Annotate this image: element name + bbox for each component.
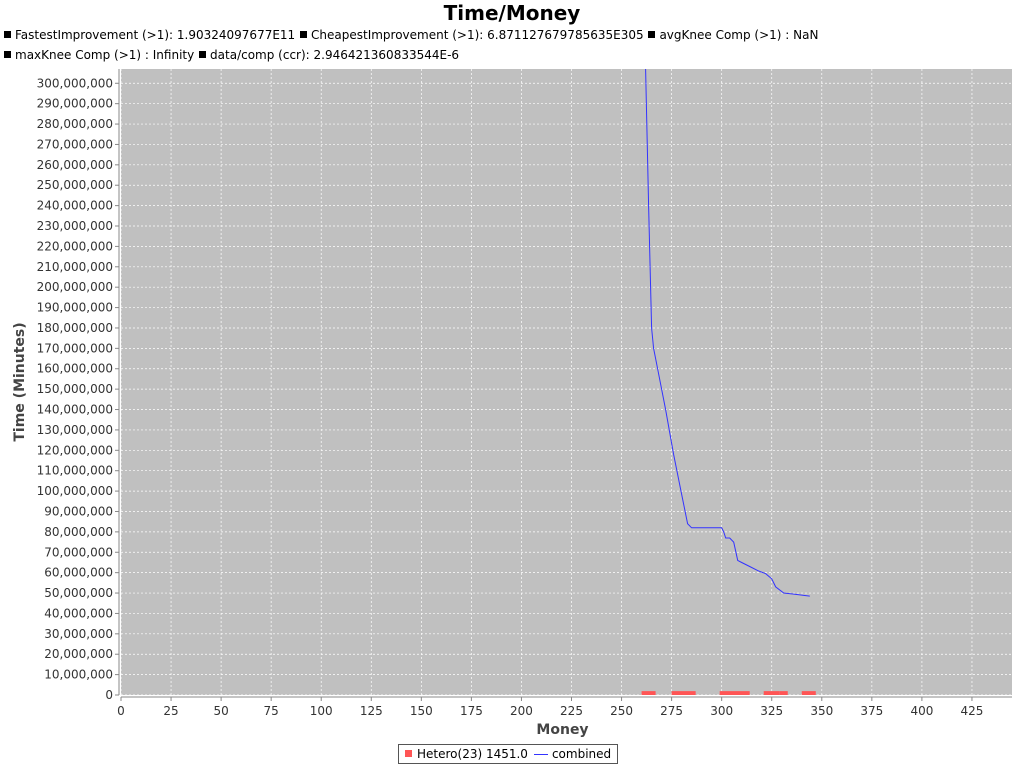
legend-line-swatch bbox=[533, 754, 548, 755]
x-tick-label: 275 bbox=[660, 704, 683, 718]
hetero-bar bbox=[641, 691, 656, 695]
x-tick-label: 425 bbox=[961, 704, 984, 718]
legend-bars-label: Hetero(23) 1451.0 bbox=[417, 747, 528, 761]
x-tick-label: 125 bbox=[360, 704, 383, 718]
y-tick-label: 210,000,000 bbox=[37, 260, 113, 274]
legend-bars-swatch bbox=[405, 750, 412, 757]
x-tick-label: 100 bbox=[310, 704, 333, 718]
subtitle-line-2: maxKnee Comp (>1) : Infinity data/comp (… bbox=[3, 47, 459, 63]
y-tick-label: 60,000,000 bbox=[44, 566, 113, 580]
subtitle-item: CheapestImprovement (>1): 6.871127679785… bbox=[311, 28, 644, 42]
x-tick-label: 375 bbox=[860, 704, 883, 718]
subtitle-line-1: FastestImprovement (>1): 1.90324097677E1… bbox=[3, 27, 818, 43]
y-tick-label: 110,000,000 bbox=[37, 464, 113, 478]
y-tick-label: 50,000,000 bbox=[44, 586, 113, 600]
y-axis-title: Time (Minutes) bbox=[12, 322, 28, 441]
legend-line-label: combined bbox=[551, 747, 612, 761]
chart-title: Time/Money bbox=[443, 1, 581, 25]
x-axis-title: Money bbox=[536, 722, 588, 738]
y-tick-label: 20,000,000 bbox=[44, 647, 113, 661]
y-tick-label: 10,000,000 bbox=[44, 668, 113, 682]
y-tick-label: 160,000,000 bbox=[37, 362, 113, 376]
subtitle-bullet-icon bbox=[4, 31, 11, 38]
x-tick-label: 200 bbox=[510, 704, 533, 718]
y-tick-label: 150,000,000 bbox=[37, 382, 113, 396]
x-tick-label: 0 bbox=[117, 704, 125, 718]
y-tick-label: 170,000,000 bbox=[37, 341, 113, 355]
y-tick-label: 120,000,000 bbox=[37, 443, 113, 457]
hetero-bar bbox=[779, 691, 788, 695]
subtitle-item: data/comp (ccr): 2.946421360833544E-6 bbox=[210, 48, 460, 62]
y-tick-label: 80,000,000 bbox=[44, 525, 113, 539]
y-tick-label: 270,000,000 bbox=[37, 137, 113, 151]
y-tick-label: 290,000,000 bbox=[37, 97, 113, 111]
plot-area bbox=[121, 69, 1012, 695]
hetero-bar bbox=[671, 691, 696, 695]
x-tick-label: 175 bbox=[460, 704, 483, 718]
x-tick-label: 75 bbox=[264, 704, 279, 718]
subtitle-item: maxKnee Comp (>1) : Infinity bbox=[15, 48, 195, 62]
x-tick-label: 400 bbox=[910, 704, 933, 718]
x-tick-label: 300 bbox=[710, 704, 733, 718]
subtitle-bullet-icon bbox=[4, 51, 11, 58]
combined-series-line bbox=[645, 69, 810, 597]
x-tick-label: 50 bbox=[213, 704, 228, 718]
y-tick-label: 180,000,000 bbox=[37, 321, 113, 335]
y-tick-label: 300,000,000 bbox=[37, 76, 113, 90]
subtitle-item: avgKnee Comp (>1) : NaN bbox=[659, 28, 819, 42]
subtitle-bullet-icon bbox=[199, 51, 207, 58]
y-tick-label: 260,000,000 bbox=[37, 158, 113, 172]
y-tick-label: 70,000,000 bbox=[44, 545, 113, 559]
hetero-bar bbox=[719, 691, 750, 695]
x-tick-label: 225 bbox=[560, 704, 583, 718]
y-tick-label: 130,000,000 bbox=[37, 423, 113, 437]
x-tick-label: 350 bbox=[810, 704, 833, 718]
y-tick-label: 100,000,000 bbox=[37, 484, 113, 498]
y-tick-label: 90,000,000 bbox=[44, 504, 113, 518]
y-tick-label: 240,000,000 bbox=[37, 199, 113, 213]
x-tick-label: 150 bbox=[410, 704, 433, 718]
hetero-bar bbox=[801, 691, 816, 695]
y-tick-label: 0 bbox=[105, 688, 113, 702]
y-tick-label: 220,000,000 bbox=[37, 239, 113, 253]
y-tick-label: 30,000,000 bbox=[44, 627, 113, 641]
hetero-bar bbox=[763, 691, 780, 695]
chart-legend: Hetero(23) 1451.0 combined bbox=[398, 744, 619, 764]
y-tick-label: 200,000,000 bbox=[37, 280, 113, 294]
y-tick-label: 230,000,000 bbox=[37, 219, 113, 233]
y-tick-label: 40,000,000 bbox=[44, 606, 113, 620]
x-tick-label: 250 bbox=[610, 704, 633, 718]
subtitle-bullet-icon bbox=[300, 31, 308, 38]
y-tick-label: 190,000,000 bbox=[37, 301, 113, 315]
y-tick-label: 250,000,000 bbox=[37, 178, 113, 192]
y-tick-label: 140,000,000 bbox=[37, 403, 113, 417]
x-tick-label: 25 bbox=[163, 704, 178, 718]
chart-canvas: 0 10,000,000 20,000,000 30,000,000 40,000,00… bbox=[12, 69, 1012, 738]
subtitle-item: FastestImprovement (>1): 1.90324097677E1… bbox=[15, 28, 296, 42]
x-tick-label: 325 bbox=[760, 704, 783, 718]
subtitle-bullet-icon bbox=[648, 31, 656, 38]
y-tick-label: 280,000,000 bbox=[37, 117, 113, 131]
